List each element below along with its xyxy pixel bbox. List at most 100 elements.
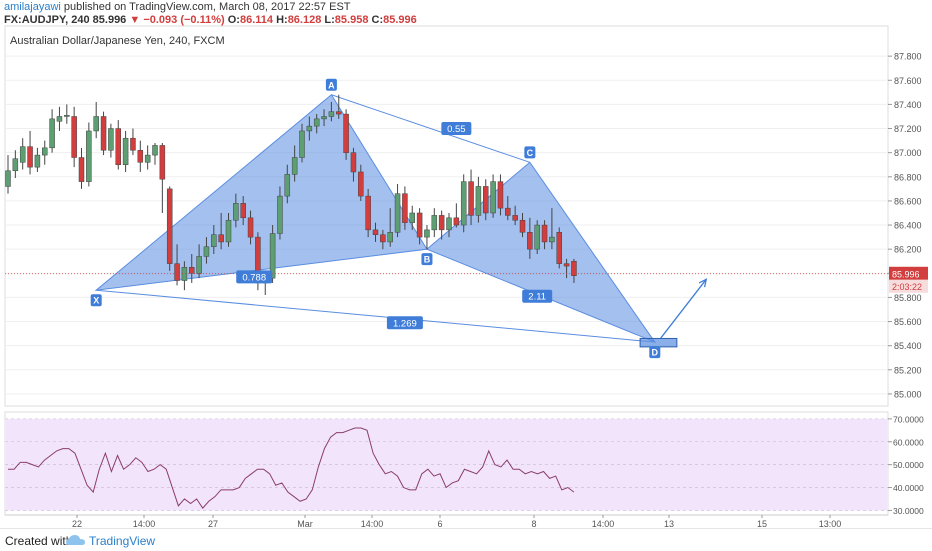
candle-body-down xyxy=(130,137,136,151)
candle xyxy=(358,164,364,201)
candle-body-up xyxy=(108,128,114,151)
candle-body-down xyxy=(402,193,408,223)
rsi-axis[interactable]: 70.0000 60.0000 50.0000 40.0000 30.0000 xyxy=(888,414,924,516)
candle xyxy=(313,114,320,134)
candle-body-up xyxy=(284,174,291,197)
price-axis[interactable]: 87.800 87.600 87.400 87.200 87.000 86.800 86.6… xyxy=(888,52,928,400)
candle xyxy=(519,212,526,238)
candle-body-up xyxy=(49,118,55,149)
price-tick-label: 87.600 xyxy=(894,76,922,86)
candle-body-up xyxy=(490,181,496,214)
price-tick-label: 85.400 xyxy=(894,341,922,351)
author-link[interactable]: amilajayawi xyxy=(4,1,61,13)
chart-area[interactable]: Australian Dollar/Japanese Yen, 240, FXC… xyxy=(0,0,932,528)
candle-body-up xyxy=(196,256,202,274)
projection-arrow[interactable] xyxy=(660,278,707,339)
candle-body-down xyxy=(159,145,166,180)
candle-body-down xyxy=(218,234,224,243)
candle-body-up xyxy=(86,130,92,182)
candle-body-down xyxy=(358,171,364,197)
candle xyxy=(19,138,26,170)
price-pane[interactable] xyxy=(4,25,889,407)
candle xyxy=(189,254,195,283)
price-tag: 85.996 xyxy=(892,269,920,279)
candle-body-up xyxy=(225,219,232,243)
rsi-tick-label: 30.0000 xyxy=(893,506,924,516)
candle xyxy=(277,186,283,240)
candle-body-down xyxy=(556,232,562,264)
candle-body-down xyxy=(174,263,180,281)
candle xyxy=(380,229,386,250)
ohlc-open: 86.114 xyxy=(239,14,274,26)
candle xyxy=(409,205,415,230)
last-price: 85.996 xyxy=(92,14,127,26)
candle-body-up xyxy=(64,115,70,117)
candle xyxy=(490,174,496,218)
ac-line xyxy=(331,94,531,163)
candle-body-up xyxy=(306,125,313,132)
candle xyxy=(34,147,41,172)
point-label-a: A xyxy=(328,80,335,90)
candle xyxy=(122,130,129,172)
ratio-label-bg xyxy=(386,316,423,330)
point-label-x: X xyxy=(93,296,99,306)
footer: Created with TradingView xyxy=(0,528,932,551)
candle xyxy=(225,212,232,247)
candle xyxy=(416,208,423,245)
candle xyxy=(438,210,445,240)
candle xyxy=(159,143,166,213)
time-tick-label: 13:00 xyxy=(819,519,842,528)
candle xyxy=(240,196,246,226)
candle-body-down xyxy=(468,181,474,216)
ohlc-close: 85.996 xyxy=(383,14,417,26)
time-tick-label: 8 xyxy=(531,519,536,528)
price-tick-label: 87.800 xyxy=(894,52,922,62)
candle-body-up xyxy=(409,212,415,223)
countdown-timer: 2:03:22 xyxy=(892,282,922,292)
timer-tag-bg xyxy=(889,279,928,293)
candle xyxy=(181,261,188,291)
candle xyxy=(336,94,342,119)
target-zone-box[interactable] xyxy=(639,337,678,348)
candle xyxy=(166,186,173,271)
tradingview-logo-text[interactable]: TradingView xyxy=(89,534,156,548)
candle-body-up xyxy=(12,158,19,172)
candle xyxy=(387,208,393,247)
candle-body-down xyxy=(541,224,548,243)
candle-body-down xyxy=(343,113,349,153)
candle-body-up xyxy=(460,181,467,226)
time-tick-label: 27 xyxy=(208,519,218,528)
candle-body-down xyxy=(78,157,85,182)
ratio-label: 1.269 xyxy=(393,318,417,329)
price-change: ▼ −0.093 (−0.11%) xyxy=(129,14,225,26)
candle xyxy=(453,203,460,228)
candle xyxy=(78,147,85,189)
candle xyxy=(306,116,313,141)
candle xyxy=(93,102,99,139)
candle-body-up xyxy=(321,116,327,120)
candle-body-down xyxy=(336,111,342,115)
candle xyxy=(424,225,430,250)
ohlc-high: 86.128 xyxy=(287,14,322,26)
price-tick-label: 85.600 xyxy=(894,317,922,327)
candle xyxy=(203,237,210,264)
candle-body-down xyxy=(571,260,577,276)
candle-body-up xyxy=(387,232,393,243)
candle-body-up xyxy=(269,233,276,279)
candle-body-down xyxy=(416,212,423,238)
candle-body-down xyxy=(527,232,533,250)
pattern-labels: X A B C D 0.788 0.55 2.11 1.269 xyxy=(5,78,888,359)
price-tick-label: 87.400 xyxy=(894,100,922,110)
candle-body-up xyxy=(42,147,48,156)
candle-body-up xyxy=(299,130,305,158)
candle xyxy=(365,188,371,238)
candle-body-down xyxy=(137,150,144,163)
candle-body-up xyxy=(122,137,129,165)
candle-body-down xyxy=(100,116,107,151)
time-tick-label: Mar xyxy=(297,519,313,528)
candle xyxy=(534,220,540,254)
candle xyxy=(321,109,327,127)
candle-body-up xyxy=(475,186,482,216)
time-axis[interactable]: 22 14:00 27 Mar 14:00 6 8 14:00 13 15 13:00 xyxy=(5,514,888,528)
ratio-label: 2.11 xyxy=(528,292,546,303)
